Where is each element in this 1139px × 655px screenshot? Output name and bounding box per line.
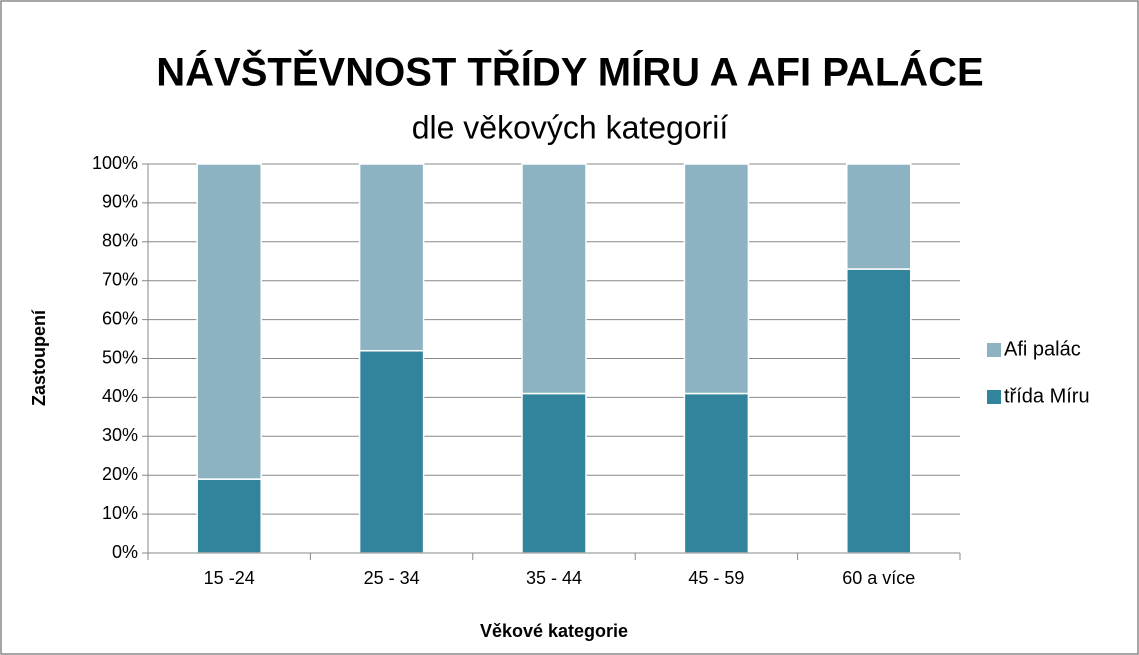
y-tick-label: 60%: [102, 308, 138, 328]
bar-segment: [521, 163, 587, 395]
bar-segment: [846, 268, 912, 554]
legend-swatch: [987, 343, 1001, 357]
y-tick-label: 90%: [102, 192, 138, 212]
legend-label: Afi palác: [1004, 338, 1081, 360]
x-tick-label: 45 - 59: [688, 568, 744, 588]
y-tick-label: 0%: [112, 542, 138, 562]
y-tick-label: 50%: [102, 347, 138, 367]
bar-segment: [683, 163, 750, 395]
x-tick-label: 15 -24: [204, 568, 255, 588]
y-tick-label: 100%: [92, 153, 138, 173]
y-tick-label: 20%: [102, 464, 138, 484]
x-tick-label: 25 - 34: [364, 568, 420, 588]
legend-swatch: [987, 390, 1001, 404]
x-axis-label: Věkové kategorie: [480, 621, 628, 641]
chart-subtitle: dle věkových kategorií: [412, 109, 729, 145]
legend-label: třída Míru: [1004, 385, 1090, 407]
bar-segment: [358, 163, 425, 352]
y-tick-label: 80%: [102, 231, 138, 251]
y-tick-label: 10%: [102, 503, 138, 523]
bar-segment: [521, 392, 587, 554]
y-tick-label: 70%: [102, 269, 138, 289]
x-tick-label: 60 a více: [842, 568, 915, 588]
bar-segment: [196, 478, 262, 554]
x-tick-label: 35 - 44: [526, 568, 582, 588]
chart-title: NÁVŠTĚVNOST TŘÍDY MÍRU A AFI PALÁCE: [156, 49, 983, 95]
y-axis-label: Zastoupení: [29, 309, 49, 406]
y-tick-label: 40%: [102, 386, 138, 406]
y-tick-label: 30%: [102, 425, 138, 445]
bar-segment: [683, 392, 750, 554]
bar-segment: [196, 163, 262, 480]
bar-segment: [846, 163, 912, 270]
bar-segment: [358, 349, 425, 554]
